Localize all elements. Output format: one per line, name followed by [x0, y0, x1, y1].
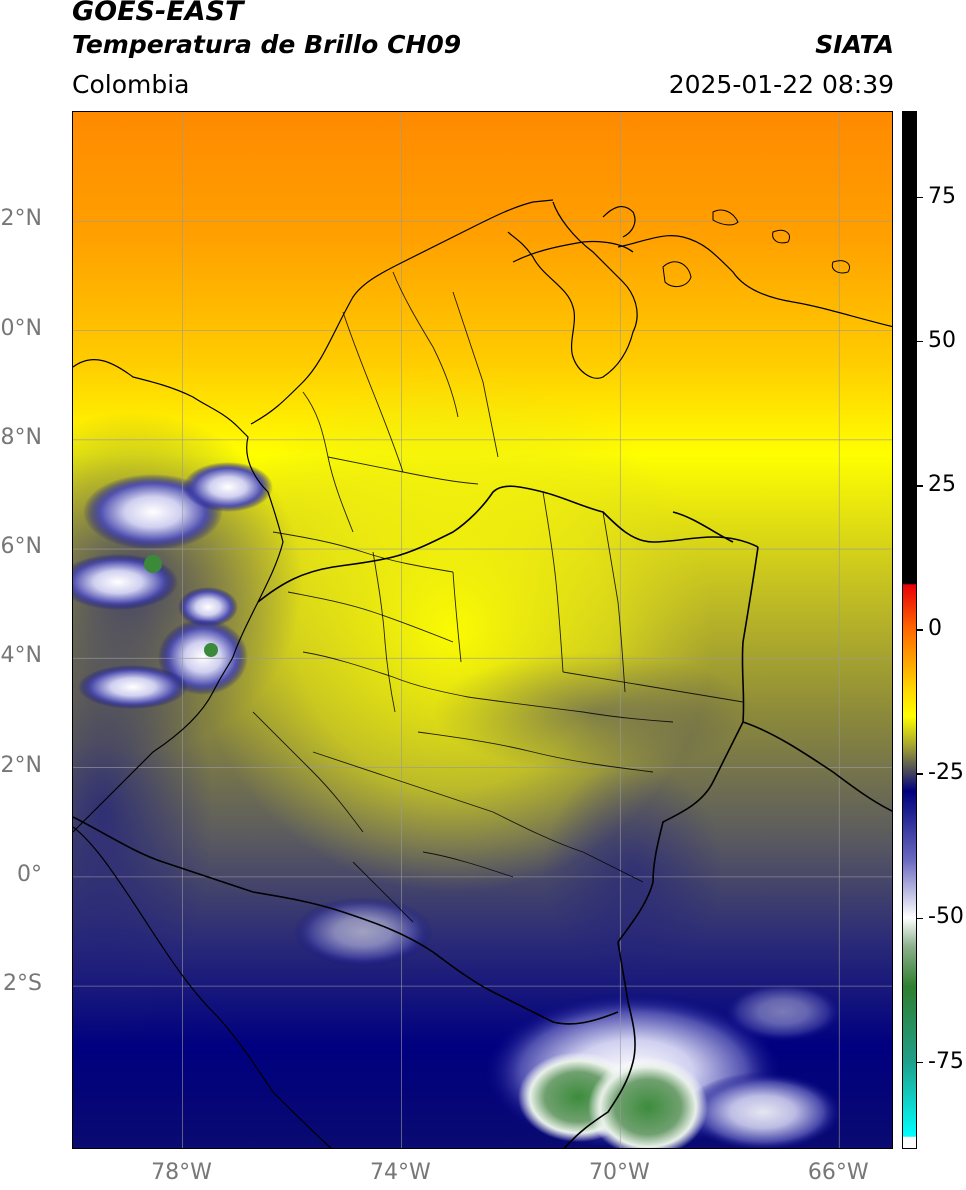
lat-tick-label: 2°S [3, 971, 42, 997]
agency-label: SIATA [815, 30, 894, 59]
cloud-cluster [683, 1072, 843, 1148]
colorbar-tick-label: 50 [928, 327, 956, 353]
cold-top [588, 1057, 708, 1148]
map-svg [73, 112, 892, 1148]
region-label: Colombia [72, 70, 190, 99]
satellite-title: GOES-EAST [72, 0, 244, 27]
lon-tick-label: 70°W [588, 1160, 650, 1185]
colorbar-tick [917, 196, 923, 199]
colorbar-tick-label: -50 [928, 904, 964, 930]
lat-tick-label: 4°N [0, 643, 42, 669]
colorbar-tick-label: 0 [928, 616, 942, 641]
cloud-cluster [293, 897, 433, 967]
cold-patch [543, 762, 723, 982]
colorbar-tick [917, 917, 923, 920]
lon-tick-label: 66°W [807, 1160, 869, 1185]
islands [662, 209, 850, 288]
cloud-cluster [183, 462, 273, 512]
lat-tick-label: 8°N [0, 424, 42, 450]
colorbar-tick-label: 75 [928, 183, 956, 209]
lon-tick-label: 74°W [370, 1160, 431, 1185]
title-block: GOES-EAST Temperatura de Brillo CH09 SIA… [72, 0, 894, 108]
colorbar-tick [917, 1061, 923, 1064]
cloud-cluster [178, 587, 238, 627]
lat-tick-label: 6°N [0, 534, 42, 560]
cloud-cluster [78, 665, 188, 709]
colorbar-tick-label: -75 [928, 1048, 964, 1074]
datetime-label: 2025-01-22 08:39 [668, 70, 894, 99]
department-borders [252, 271, 744, 923]
lon-tick-label: 78°W [151, 1160, 212, 1185]
colorbar-tick [917, 773, 923, 775]
lat-tick-label: 10°N [0, 315, 42, 341]
cloud-cluster [723, 982, 843, 1042]
cold-patch [433, 652, 753, 772]
colorbar-tick [917, 629, 923, 631]
product-title: Temperatura de Brillo CH09 [72, 30, 462, 59]
colorbar-tick-label: -25 [928, 760, 964, 786]
colorbar-tick [917, 340, 923, 343]
cold-top [204, 643, 218, 657]
national-borders [73, 485, 892, 1148]
cold-top [144, 555, 162, 573]
lat-tick-label: 0° [17, 861, 42, 887]
lat-tick-label: 12°N [0, 206, 42, 232]
coastlines [73, 199, 892, 1148]
lat-tick-label: 2°N [0, 752, 42, 778]
colorbar-tick-label: 25 [928, 471, 956, 497]
colorbar [902, 111, 917, 1149]
satellite-map[interactable] [72, 111, 893, 1149]
colorbar-tick [917, 485, 923, 487]
